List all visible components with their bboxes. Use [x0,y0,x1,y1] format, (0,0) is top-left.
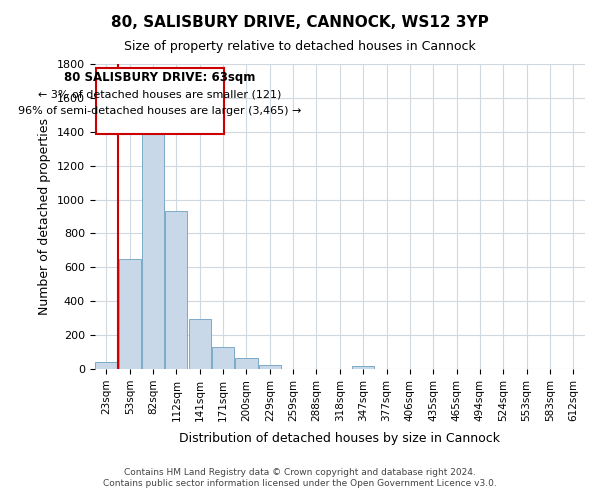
Text: 80, SALISBURY DRIVE, CANNOCK, WS12 3YP: 80, SALISBURY DRIVE, CANNOCK, WS12 3YP [111,15,489,30]
FancyBboxPatch shape [96,68,224,134]
Text: Size of property relative to detached houses in Cannock: Size of property relative to detached ho… [124,40,476,53]
Bar [166,210,187,369]
Bar [95,362,118,369]
Text: 96% of semi-detached houses are larger (3,465) →: 96% of semi-detached houses are larger (… [19,106,302,117]
Bar [235,358,257,369]
Bar [259,366,281,369]
Text: ← 3% of detached houses are smaller (121): ← 3% of detached houses are smaller (121… [38,90,282,100]
Bar [142,120,164,369]
X-axis label: Distribution of detached houses by size in Cannock: Distribution of detached houses by size … [179,432,500,445]
Bar [188,319,211,369]
Y-axis label: Number of detached properties: Number of detached properties [38,118,51,315]
Text: Contains HM Land Registry data © Crown copyright and database right 2024.
Contai: Contains HM Land Registry data © Crown c… [103,468,497,487]
Bar [119,259,141,369]
Bar [352,366,374,369]
Text: 80 SALISBURY DRIVE: 63sqm: 80 SALISBURY DRIVE: 63sqm [64,71,256,84]
Bar [212,347,234,369]
